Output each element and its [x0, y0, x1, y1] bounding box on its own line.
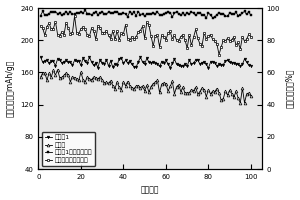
实施例1的容量保持率	[243, 10, 246, 13]
对比例	[90, 79, 93, 81]
对比例的容量保持率	[166, 32, 170, 34]
实施例1的容量保持率	[83, 9, 87, 12]
实施例1的容量保持率	[39, 14, 42, 17]
对比例	[234, 90, 238, 92]
实施例1的容量保持率	[249, 14, 253, 17]
实施例1	[166, 63, 170, 65]
Line: 对比例: 对比例	[39, 68, 252, 104]
对比例的容量保持率	[39, 25, 42, 27]
实施例1	[249, 64, 253, 67]
对比例的容量保持率	[243, 40, 246, 42]
对比例	[238, 102, 242, 104]
Y-axis label: 放电比容量（mAh/g）: 放电比容量（mAh/g）	[6, 60, 15, 117]
实施例1	[90, 61, 93, 63]
Line: 实施例1的容量保持率: 实施例1的容量保持率	[39, 9, 252, 19]
Y-axis label: 容量保持率（%）: 容量保持率（%）	[285, 69, 294, 108]
实施例1	[149, 61, 153, 64]
实施例1	[243, 58, 246, 60]
实施例1的容量保持率	[79, 11, 83, 13]
对比例	[166, 90, 170, 92]
实施例1	[39, 56, 42, 58]
对比例的容量保持率	[249, 35, 253, 38]
对比例	[81, 79, 85, 81]
对比例的容量保持率	[73, 15, 76, 17]
实施例1的容量保持率	[166, 11, 170, 13]
对比例	[149, 85, 153, 88]
对比例的容量保持率	[236, 41, 240, 44]
对比例的容量保持率	[217, 53, 221, 56]
实施例1	[236, 63, 240, 66]
Legend: 实施例1, 对比例, 实施例1的容量保持率, 对比例的容量保持率: 实施例1, 对比例, 实施例1的容量保持率, 对比例的容量保持率	[42, 132, 95, 166]
实施例1的容量保持率	[90, 14, 93, 16]
对比例	[243, 102, 246, 104]
X-axis label: 循环次数: 循环次数	[141, 185, 159, 194]
对比例	[39, 76, 42, 78]
Line: 实施例1: 实施例1	[39, 56, 252, 69]
实施例1的容量保持率	[205, 17, 208, 19]
对比例	[56, 68, 59, 71]
对比例	[249, 95, 253, 97]
实施例1的容量保持率	[236, 15, 240, 17]
对比例的容量保持率	[149, 35, 153, 37]
对比例的容量保持率	[81, 26, 85, 28]
实施例1	[88, 56, 91, 58]
实施例1	[79, 64, 83, 67]
实施例1的容量保持率	[149, 13, 153, 15]
实施例1	[207, 67, 210, 69]
对比例的容量保持率	[90, 27, 93, 29]
Line: 对比例的容量保持率: 对比例的容量保持率	[39, 15, 252, 56]
